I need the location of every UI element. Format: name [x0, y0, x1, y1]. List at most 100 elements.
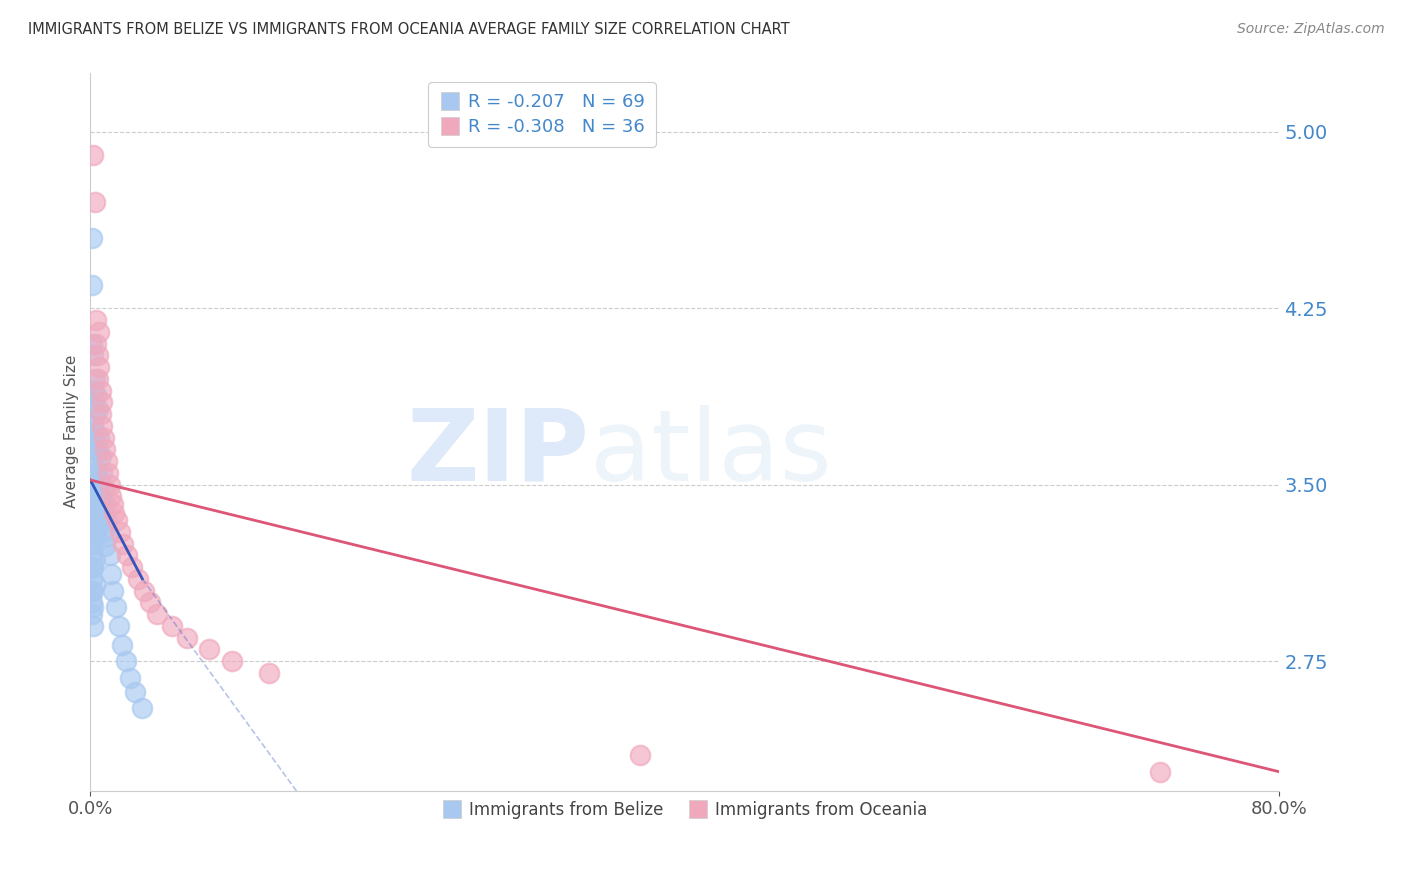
Point: [82, 536, 104, 550]
Point: [91, 395, 114, 409]
Point: [90, 491, 112, 506]
Point: [80, 513, 103, 527]
Point: [84, 388, 107, 402]
Point: [121, 560, 143, 574]
Point: [82, 600, 104, 615]
Point: [91, 418, 114, 433]
Point: [96, 454, 118, 468]
Point: [80, 501, 103, 516]
Point: [132, 583, 155, 598]
Point: [120, 671, 142, 685]
Point: [80, 572, 103, 586]
Point: [105, 513, 128, 527]
Point: [80, 560, 103, 574]
Point: [80, 595, 103, 609]
Point: [89, 325, 111, 339]
Point: [98, 477, 121, 491]
Point: [80, 583, 103, 598]
Point: [82, 466, 104, 480]
Point: [80, 524, 103, 539]
Point: [80, 336, 103, 351]
Point: [107, 619, 129, 633]
Point: [198, 642, 221, 657]
Point: [98, 549, 121, 563]
Point: [82, 619, 104, 633]
Point: [89, 360, 111, 375]
Point: [91, 466, 114, 480]
Point: [146, 607, 169, 621]
Point: [100, 490, 122, 504]
Point: [82, 513, 104, 527]
Point: [104, 600, 127, 615]
Point: [110, 638, 132, 652]
Point: [87, 372, 110, 386]
Point: [628, 748, 651, 763]
Point: [84, 529, 107, 543]
Point: [80, 230, 103, 244]
Text: ZIP: ZIP: [406, 405, 589, 502]
Point: [87, 348, 110, 362]
Point: [89, 473, 111, 487]
Point: [127, 572, 149, 586]
Point: [176, 631, 198, 645]
Point: [90, 450, 112, 464]
Point: [87, 483, 110, 497]
Point: [82, 442, 104, 457]
Point: [83, 506, 105, 520]
Point: [257, 665, 280, 680]
Point: [87, 402, 110, 417]
Point: [94, 442, 117, 457]
Point: [94, 539, 117, 553]
Point: [83, 553, 105, 567]
Point: [131, 701, 153, 715]
Point: [82, 384, 104, 398]
Point: [84, 497, 107, 511]
Point: [100, 567, 122, 582]
Point: [124, 685, 146, 699]
Point: [80, 549, 103, 563]
Point: [108, 524, 131, 539]
Point: [80, 454, 103, 468]
Point: [139, 595, 162, 609]
Point: [82, 148, 104, 162]
Point: [84, 313, 107, 327]
Point: [1149, 764, 1171, 779]
Point: [103, 506, 125, 520]
Point: [97, 529, 120, 543]
Point: [93, 431, 115, 445]
Y-axis label: Average Family Size: Average Family Size: [65, 355, 79, 508]
Point: [83, 576, 105, 591]
Text: Source: ZipAtlas.com: Source: ZipAtlas.com: [1237, 22, 1385, 37]
Text: IMMIGRANTS FROM BELIZE VS IMMIGRANTS FROM OCEANIA AVERAGE FAMILY SIZE CORRELATIO: IMMIGRANTS FROM BELIZE VS IMMIGRANTS FRO…: [28, 22, 790, 37]
Point: [82, 348, 104, 362]
Point: [82, 560, 104, 574]
Point: [80, 431, 103, 445]
Point: [221, 654, 243, 668]
Point: [90, 384, 112, 398]
Point: [97, 466, 120, 480]
Point: [80, 395, 103, 409]
Point: [83, 372, 105, 386]
Point: [80, 536, 103, 550]
Point: [82, 490, 104, 504]
Point: [96, 513, 118, 527]
Point: [87, 444, 110, 458]
Point: [117, 549, 139, 563]
Point: [84, 464, 107, 478]
Point: [93, 483, 115, 497]
Point: [83, 195, 105, 210]
Point: [84, 425, 107, 440]
Point: [83, 529, 105, 543]
Legend: Immigrants from Belize, Immigrants from Oceania: Immigrants from Belize, Immigrants from …: [436, 794, 934, 825]
Point: [111, 536, 134, 550]
Point: [83, 477, 105, 491]
Point: [80, 277, 103, 292]
Point: [101, 583, 124, 598]
Point: [82, 418, 104, 433]
Point: [83, 442, 105, 457]
Point: [90, 407, 112, 421]
Point: [82, 583, 104, 598]
Point: [160, 619, 183, 633]
Point: [94, 497, 117, 511]
Point: [87, 520, 110, 534]
